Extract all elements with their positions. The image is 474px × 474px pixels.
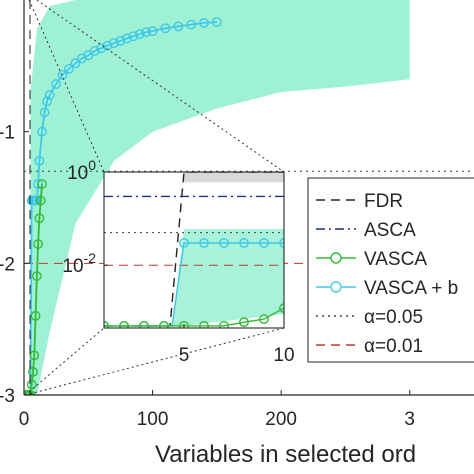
data-point	[33, 179, 44, 189]
inset-data-point	[219, 238, 229, 248]
legend-box	[307, 177, 474, 363]
inset-data-point	[179, 238, 189, 248]
legend-entry-fdr: FDR	[316, 191, 403, 212]
legend-label: VASCA	[364, 249, 427, 270]
inset-data-point	[219, 320, 229, 328]
data-point	[199, 18, 209, 28]
data-point	[102, 40, 113, 51]
data-point	[173, 21, 184, 32]
variability-band	[30, 0, 410, 395]
data-point	[37, 179, 47, 189]
data-point	[42, 96, 53, 107]
x-tick-label: 100	[137, 409, 169, 430]
data-point	[64, 63, 74, 74]
inset-data-point	[259, 314, 269, 324]
data-point	[31, 271, 42, 281]
inset-data-point	[259, 238, 269, 248]
inset-connector	[36, 0, 285, 173]
y-tick-label: -3	[0, 386, 15, 407]
data-point	[89, 46, 100, 56]
x-tick-label: 3	[404, 409, 415, 430]
inset-x-tick-label: 5	[179, 345, 190, 366]
data-point	[26, 379, 37, 390]
data-point	[121, 33, 132, 44]
x-tick-label: 0	[19, 409, 30, 430]
data-point	[134, 29, 145, 40]
data-point	[51, 79, 62, 89]
inset-data-point	[239, 317, 249, 328]
data-point	[34, 155, 45, 166]
inset-y-tick-label: 10-2	[62, 250, 96, 277]
legend-entry-vasca: VASCA	[316, 249, 427, 270]
inset-series-line-vasca	[104, 307, 284, 327]
data-point	[128, 31, 139, 42]
data-point	[57, 69, 68, 80]
legend-entry-vasca-b: VASCA + b	[316, 278, 458, 299]
data-point	[160, 23, 171, 34]
inset-connector-lines	[24, 0, 285, 396]
legend: FDR ASCA VASCA VASCA + b α=0.05 α=0.01	[307, 177, 474, 363]
data-point	[35, 195, 46, 206]
data-point	[37, 126, 47, 137]
inset-connector	[28, 0, 105, 173]
data-point	[147, 26, 158, 37]
data-point	[115, 35, 126, 46]
legend-label: FDR	[364, 191, 403, 212]
inset-y-tick-label: 100	[67, 157, 96, 184]
data-point	[44, 90, 55, 100]
x-tick-label: 200	[265, 409, 297, 430]
legend-entry-asca: ASCA	[316, 220, 416, 241]
legend-label: VASCA + b	[364, 278, 458, 299]
inset-frame	[103, 171, 285, 329]
data-point	[34, 213, 45, 224]
legend-entry--0-01: α=0.01	[316, 336, 423, 357]
data-point	[39, 107, 50, 118]
data-point	[96, 43, 107, 54]
inset-connector	[24, 327, 105, 396]
data-point	[109, 38, 119, 49]
inset-data-point	[199, 238, 209, 248]
inset-data-point	[239, 238, 249, 248]
inset-data-point	[139, 320, 149, 328]
inset-band-0	[172, 229, 284, 326]
inset-x-tick-label: 10	[273, 345, 294, 366]
inset-data-point	[199, 320, 209, 328]
inset-data-point	[119, 320, 129, 328]
data-point	[33, 239, 44, 249]
legend-entry--0-05: α=0.05	[316, 307, 423, 328]
data-point	[70, 58, 81, 69]
data-point	[141, 27, 152, 38]
data-point	[28, 366, 38, 377]
inset-data-point	[159, 320, 169, 328]
data-point	[30, 310, 41, 321]
inset-plot-area: 5 10 100 10-2	[62, 157, 294, 366]
legend-label: α=0.05	[364, 307, 423, 328]
legend-swatch-marker	[330, 281, 342, 293]
inset-band-1	[184, 172, 284, 183]
legend-label: ASCA	[364, 220, 416, 241]
y-tick-label: -1	[0, 123, 15, 144]
main-tick-labels: 0 100 200 3 -1 -2 -3	[0, 123, 415, 430]
data-point	[29, 350, 40, 361]
legend-swatch-marker	[330, 252, 342, 264]
legend-label: α=0.01	[364, 336, 423, 357]
y-tick-label: -2	[0, 254, 15, 275]
inset-data-point	[179, 320, 189, 328]
x-axis-label: Variables in selected ord	[155, 441, 416, 468]
data-point	[186, 19, 197, 30]
data-point	[211, 17, 222, 27]
